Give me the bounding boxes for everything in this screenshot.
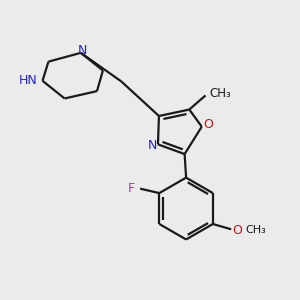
- Text: O: O: [232, 224, 242, 237]
- Text: N: N: [148, 139, 157, 152]
- Text: O: O: [203, 118, 213, 131]
- Text: CH₃: CH₃: [245, 225, 266, 235]
- Text: N: N: [78, 44, 88, 57]
- Text: CH₃: CH₃: [209, 87, 231, 101]
- Text: F: F: [128, 182, 135, 195]
- Text: HN: HN: [19, 74, 37, 87]
